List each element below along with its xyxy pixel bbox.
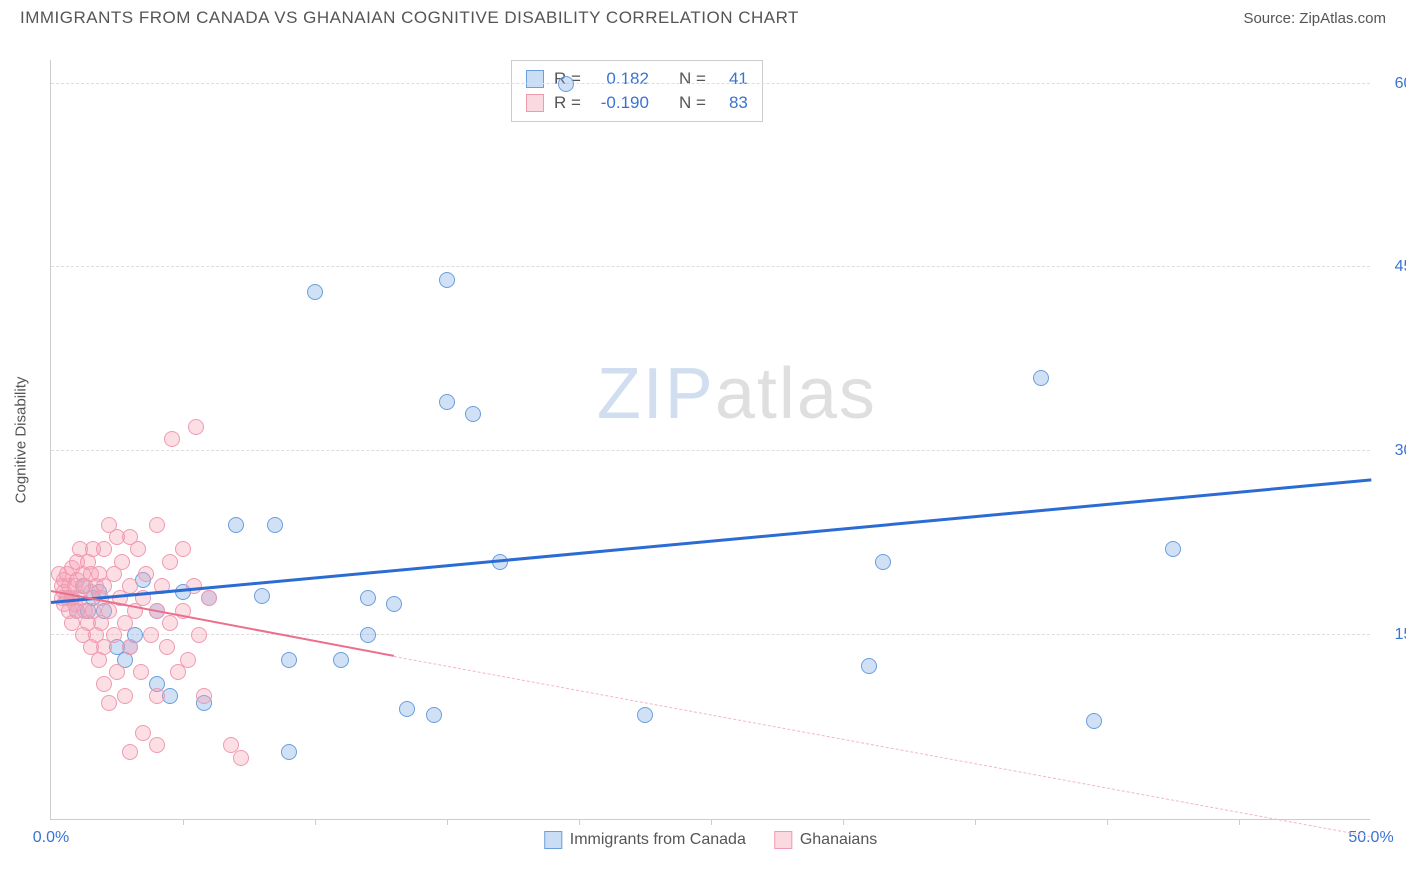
data-point [101, 695, 117, 711]
watermark: ZIPatlas [597, 353, 877, 435]
data-point [465, 406, 481, 422]
data-point [122, 744, 138, 760]
data-point [180, 652, 196, 668]
watermark-atlas: atlas [715, 354, 877, 434]
data-point [196, 688, 212, 704]
data-point [159, 639, 175, 655]
series-legend: Immigrants from Canada Ghanaians [544, 831, 877, 849]
data-point [254, 588, 270, 604]
data-point [130, 541, 146, 557]
data-point [133, 664, 149, 680]
swatch-pink-icon [526, 94, 544, 112]
data-point [149, 737, 165, 753]
data-point [558, 76, 574, 92]
data-point [861, 658, 877, 674]
data-point [138, 566, 154, 582]
y-axis-label: Cognitive Disability [13, 376, 30, 503]
data-point [122, 639, 138, 655]
chart-title: IMMIGRANTS FROM CANADA VS GHANAIAN COGNI… [20, 8, 799, 28]
data-point [228, 517, 244, 533]
data-point [233, 750, 249, 766]
legend-label: Ghanaians [800, 831, 877, 849]
n-value-ghanaians: 83 [716, 93, 748, 113]
data-point [164, 431, 180, 447]
data-point [114, 554, 130, 570]
trend-line [394, 656, 1371, 837]
y-tick-label: 60.0% [1380, 75, 1406, 93]
data-point [149, 517, 165, 533]
legend-label: Immigrants from Canada [570, 831, 746, 849]
data-point [307, 284, 323, 300]
scatter-chart: Cognitive Disability ZIPatlas R = 0.182 … [50, 60, 1370, 820]
data-point [162, 615, 178, 631]
r-value-canada: 0.182 [591, 69, 649, 89]
data-point [162, 554, 178, 570]
data-point [96, 676, 112, 692]
chart-header: IMMIGRANTS FROM CANADA VS GHANAIAN COGNI… [0, 0, 1406, 32]
x-tick-label: 0.0% [33, 829, 69, 847]
x-tick [843, 819, 844, 825]
x-tick [711, 819, 712, 825]
data-point [175, 541, 191, 557]
gridline [51, 634, 1370, 635]
swatch-pink-icon [774, 831, 792, 849]
y-tick-label: 30.0% [1380, 442, 1406, 460]
r-label: R = [554, 93, 581, 113]
data-point [281, 744, 297, 760]
data-point [281, 652, 297, 668]
data-point [191, 627, 207, 643]
data-point [426, 707, 442, 723]
n-value-canada: 41 [716, 69, 748, 89]
data-point [201, 590, 217, 606]
data-point [267, 517, 283, 533]
stats-legend: R = 0.182 N = 41 R = -0.190 N = 83 [511, 60, 763, 122]
y-tick-label: 15.0% [1380, 626, 1406, 644]
swatch-blue-icon [544, 831, 562, 849]
x-tick [447, 819, 448, 825]
gridline [51, 266, 1370, 267]
data-point [360, 627, 376, 643]
x-tick [1107, 819, 1108, 825]
data-point [399, 701, 415, 717]
y-tick-label: 45.0% [1380, 258, 1406, 276]
data-point [135, 725, 151, 741]
legend-item-ghanaians: Ghanaians [774, 831, 877, 849]
n-label: N = [679, 69, 706, 89]
data-point [143, 627, 159, 643]
data-point [1086, 713, 1102, 729]
gridline [51, 450, 1370, 451]
n-label: N = [679, 93, 706, 113]
data-point [186, 578, 202, 594]
data-point [637, 707, 653, 723]
swatch-blue-icon [526, 70, 544, 88]
data-point [1033, 370, 1049, 386]
data-point [1165, 541, 1181, 557]
legend-item-canada: Immigrants from Canada [544, 831, 746, 849]
x-tick [975, 819, 976, 825]
data-point [117, 688, 133, 704]
data-point [333, 652, 349, 668]
data-point [439, 272, 455, 288]
legend-row-ghanaians: R = -0.190 N = 83 [526, 91, 748, 115]
x-tick [315, 819, 316, 825]
data-point [188, 419, 204, 435]
gridline [51, 83, 1370, 84]
data-point [439, 394, 455, 410]
watermark-zip: ZIP [597, 354, 715, 434]
data-point [386, 596, 402, 612]
x-tick [1239, 819, 1240, 825]
source-attribution: Source: ZipAtlas.com [1243, 10, 1386, 27]
x-tick [579, 819, 580, 825]
data-point [360, 590, 376, 606]
data-point [149, 688, 165, 704]
x-tick [183, 819, 184, 825]
r-value-ghanaians: -0.190 [591, 93, 649, 113]
data-point [109, 664, 125, 680]
x-tick-label: 50.0% [1348, 829, 1393, 847]
data-point [122, 578, 138, 594]
data-point [875, 554, 891, 570]
data-point [96, 541, 112, 557]
